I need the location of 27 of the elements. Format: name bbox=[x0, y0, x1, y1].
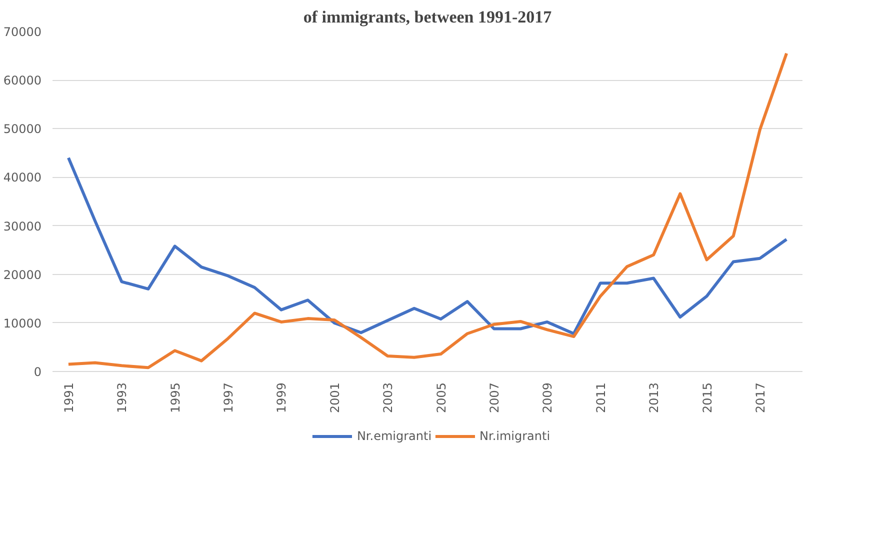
x-tick-label: 2011 bbox=[594, 382, 608, 414]
x-tick-label: 2005 bbox=[434, 382, 448, 414]
x-tick-label: 2009 bbox=[540, 382, 555, 414]
x-tick-label: 1999 bbox=[274, 382, 289, 414]
chart-title: of immigrants, between 1991-2017 bbox=[303, 8, 552, 26]
y-tick-label: 70000 bbox=[3, 25, 42, 39]
x-tick-label: 1997 bbox=[222, 382, 236, 414]
x-tick-label: 1991 bbox=[62, 382, 76, 414]
y-tick-label: 30000 bbox=[3, 219, 42, 234]
y-tick-label: 60000 bbox=[3, 74, 42, 88]
x-tick-label: 1995 bbox=[168, 382, 182, 414]
legend-label: Nr.emigranti bbox=[356, 429, 432, 443]
line-series bbox=[66, 156, 788, 336]
y-tick-label: 0 bbox=[34, 365, 42, 379]
y-tick-label: 40000 bbox=[3, 170, 42, 185]
x-tick-label: 2013 bbox=[647, 382, 662, 414]
x-tick-label: 2017 bbox=[753, 382, 768, 414]
y-tick-label: 10000 bbox=[3, 316, 42, 330]
x-tick-label: 2007 bbox=[487, 382, 502, 414]
legend-label: Nr.imigranti bbox=[480, 429, 550, 443]
y-tick-label: 50000 bbox=[3, 122, 42, 136]
x-tick-label: 1993 bbox=[115, 382, 130, 414]
x-tick-label: 2003 bbox=[381, 382, 396, 414]
x-tick-label: 2015 bbox=[700, 382, 714, 414]
x-tick-label: 2001 bbox=[328, 382, 342, 414]
line-series bbox=[66, 52, 788, 370]
y-tick-label: 20000 bbox=[3, 268, 42, 282]
